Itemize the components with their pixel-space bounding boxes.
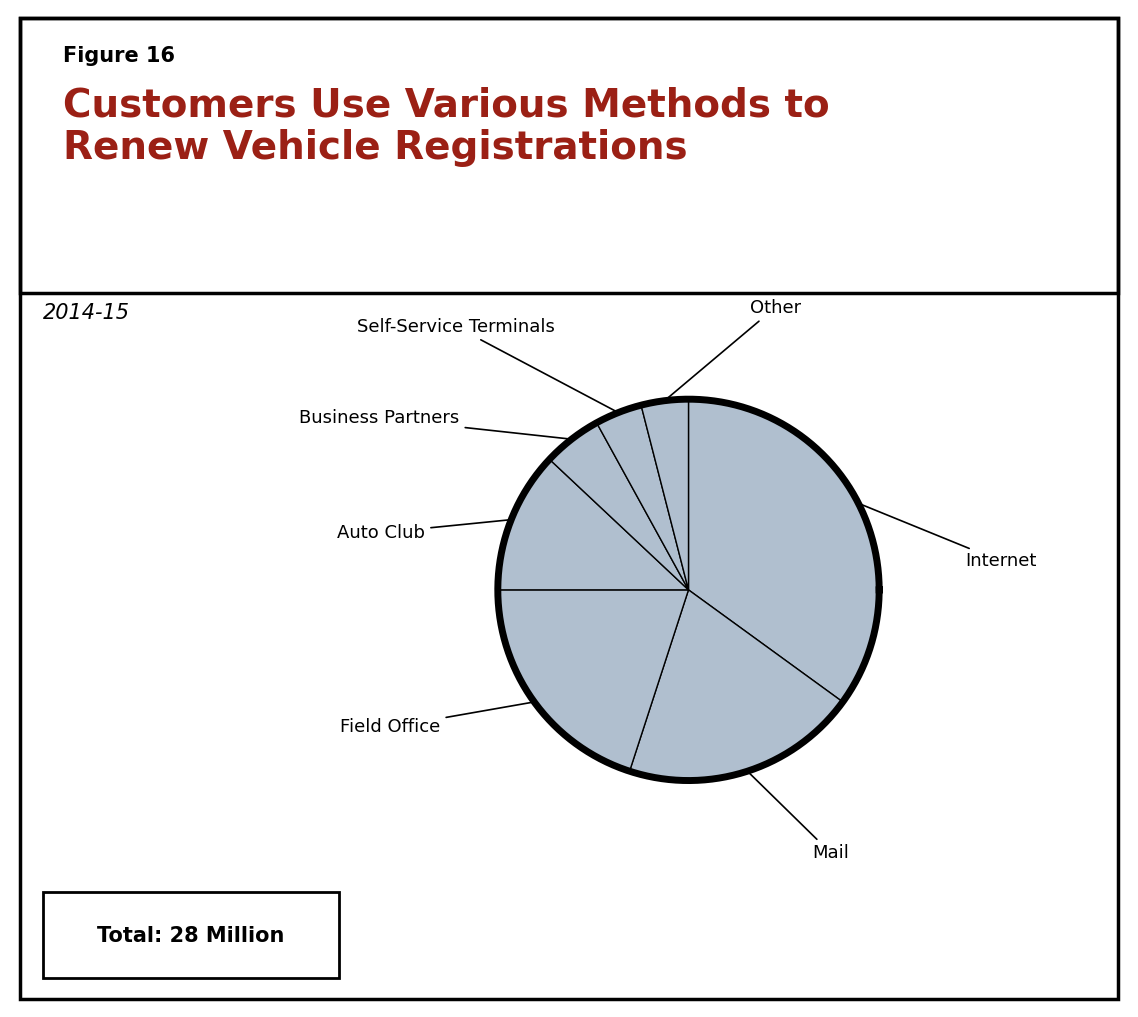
Bar bbox=[20, 18, 1118, 293]
Text: Figure 16: Figure 16 bbox=[63, 46, 174, 66]
Text: Customers Use Various Methods to
Renew Vehicle Registrations: Customers Use Various Methods to Renew V… bbox=[63, 86, 830, 167]
Text: Internet: Internet bbox=[861, 504, 1037, 571]
Text: Total: 28 Million: Total: 28 Million bbox=[98, 925, 284, 946]
Text: Mail: Mail bbox=[750, 773, 849, 862]
Wedge shape bbox=[596, 405, 688, 590]
Wedge shape bbox=[497, 590, 688, 771]
Text: Self-Service Terminals: Self-Service Terminals bbox=[357, 317, 616, 411]
Text: Business Partners: Business Partners bbox=[299, 409, 569, 439]
Bar bbox=[43, 892, 339, 978]
Text: Other: Other bbox=[667, 299, 801, 399]
Wedge shape bbox=[629, 590, 843, 780]
Wedge shape bbox=[688, 399, 880, 702]
Wedge shape bbox=[497, 460, 688, 590]
Wedge shape bbox=[641, 399, 688, 590]
Text: 2014-15: 2014-15 bbox=[43, 303, 130, 323]
Text: Auto Club: Auto Club bbox=[337, 520, 509, 542]
Wedge shape bbox=[550, 423, 688, 590]
Text: Field Office: Field Office bbox=[340, 703, 531, 736]
